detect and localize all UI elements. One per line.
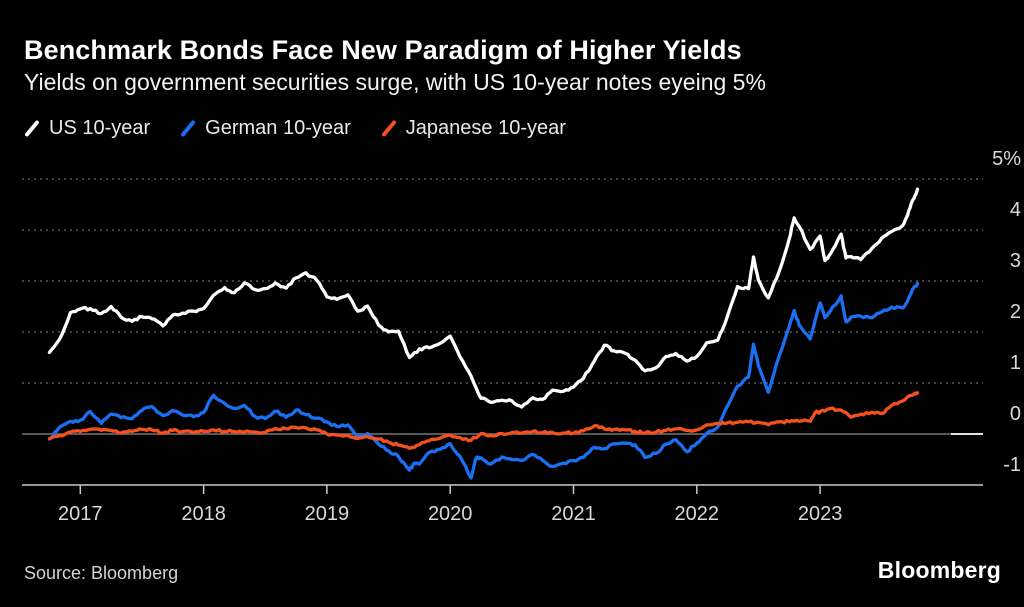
legend-label-us-10-year: US 10-year (49, 117, 151, 139)
y-tick-label-2: 2 (1010, 301, 1021, 323)
slash-icon-stroke (181, 120, 196, 137)
x-tick-label-2017: 2017 (58, 503, 103, 525)
x-tick-label-2022: 2022 (675, 503, 720, 525)
us-10-year-slash-icon (25, 120, 39, 137)
series-line-german-10-year (47, 281, 920, 480)
x-tick-label-2020: 2020 (428, 503, 473, 525)
legend-item-german-10-year: German 10-year (180, 117, 351, 140)
y-tick-label-5%: 5% (992, 148, 1021, 170)
slash-icon-stroke (381, 120, 396, 137)
chart-subtitle: Yields on government securities surge, w… (24, 69, 766, 95)
german-10-year-slash-icon (181, 120, 196, 137)
legend-label-german-10-year: German 10-year (205, 117, 351, 139)
y-tick-label-3: 3 (1010, 250, 1021, 272)
source-note: Source: Bloomberg (24, 563, 179, 583)
japanese-10-year-slash-icon (381, 120, 396, 137)
chart-title: Benchmark Bonds Face New Paradigm of Hig… (24, 35, 742, 65)
legend-item-japanese-10-year: Japanese 10-year (381, 117, 566, 140)
x-tick-label-2019: 2019 (305, 503, 350, 525)
y-tick-label-4: 4 (1010, 199, 1021, 221)
series-line-us-10-year (47, 187, 920, 409)
legend-label-japanese-10-year: Japanese 10-year (405, 117, 566, 139)
x-tick-label-2023: 2023 (798, 503, 843, 525)
y-tick-label-0: 0 (1010, 403, 1021, 425)
chart-legend: US 10-year German 10-year Japanese 10-ye… (24, 117, 566, 140)
bloomberg-logo: Bloomberg (877, 557, 1001, 583)
x-tick-label-2018: 2018 (181, 503, 226, 525)
series-line-japanese-10-year (47, 391, 920, 450)
y-tick-label--1: -1 (1003, 454, 1021, 476)
x-tick-label-2021: 2021 (551, 503, 596, 525)
legend-item-us-10-year: US 10-year (24, 117, 150, 140)
y-tick-label-1: 1 (1010, 352, 1021, 374)
slash-icon-stroke (25, 120, 39, 137)
